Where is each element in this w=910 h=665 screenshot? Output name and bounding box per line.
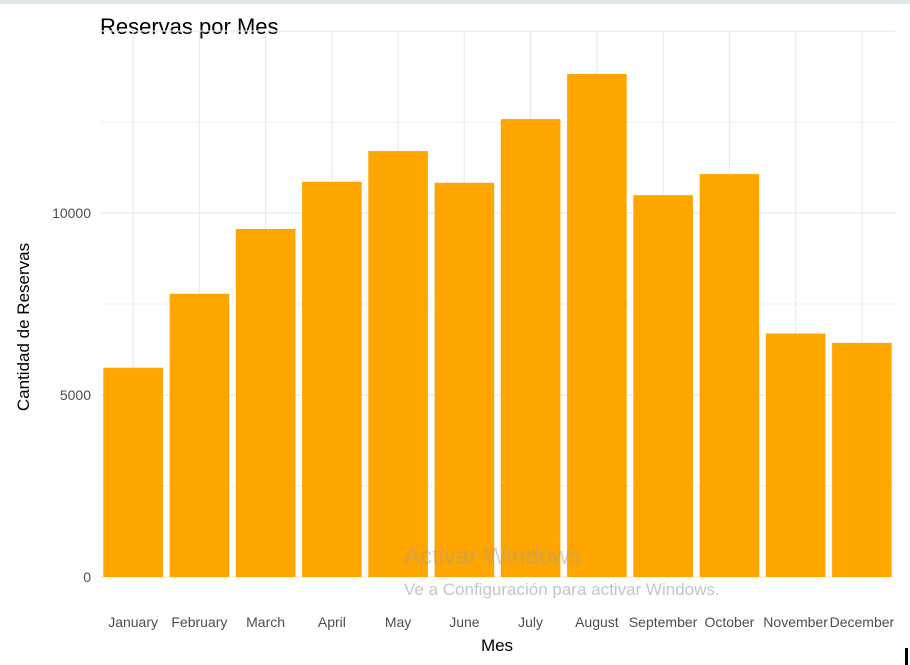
bar-september — [633, 195, 693, 577]
bar-august — [567, 74, 627, 577]
bars — [103, 74, 892, 578]
bar-november — [765, 333, 826, 577]
x-tick-label: January — [108, 614, 158, 630]
x-tick-labels: January February March April May June July Augu… — [108, 614, 894, 630]
bar-july — [500, 119, 561, 577]
bar-march — [235, 229, 296, 577]
x-tick-label: April — [318, 614, 346, 630]
activation-watermark-text: Ve a Configuración para activar Windows. — [404, 580, 720, 599]
x-tick-label: December — [830, 614, 895, 630]
x-tick-label: August — [575, 614, 619, 630]
x-tick-label: March — [246, 614, 285, 630]
y-tick-label: 10000 — [52, 205, 91, 221]
bar-june — [434, 182, 495, 578]
x-tick-label: June — [449, 614, 480, 630]
y-tick-label: 5000 — [60, 387, 91, 403]
chart-title: Reservas por Mes — [100, 14, 279, 39]
activation-watermark-title: Activar Windows — [404, 543, 582, 570]
bar-december — [832, 342, 892, 577]
x-tick-label: July — [518, 614, 543, 630]
bar-february — [169, 293, 230, 577]
bar-may — [368, 151, 428, 577]
window-top-edge — [0, 0, 910, 4]
y-axis-label: Cantidad de Reservas — [14, 243, 33, 411]
x-axis-label: Mes — [481, 636, 513, 655]
x-tick-label: February — [171, 614, 227, 630]
y-tick-label: 0 — [83, 569, 91, 585]
bar-october — [699, 174, 760, 577]
x-tick-label: November — [763, 614, 828, 630]
bar-april — [302, 181, 362, 577]
x-tick-label: September — [629, 614, 698, 630]
y-tick-labels: 0 5000 10000 — [52, 205, 91, 585]
x-tick-label: May — [385, 614, 411, 630]
text-cursor — [905, 648, 908, 665]
bar-january — [103, 367, 163, 577]
x-tick-label: October — [704, 614, 754, 630]
